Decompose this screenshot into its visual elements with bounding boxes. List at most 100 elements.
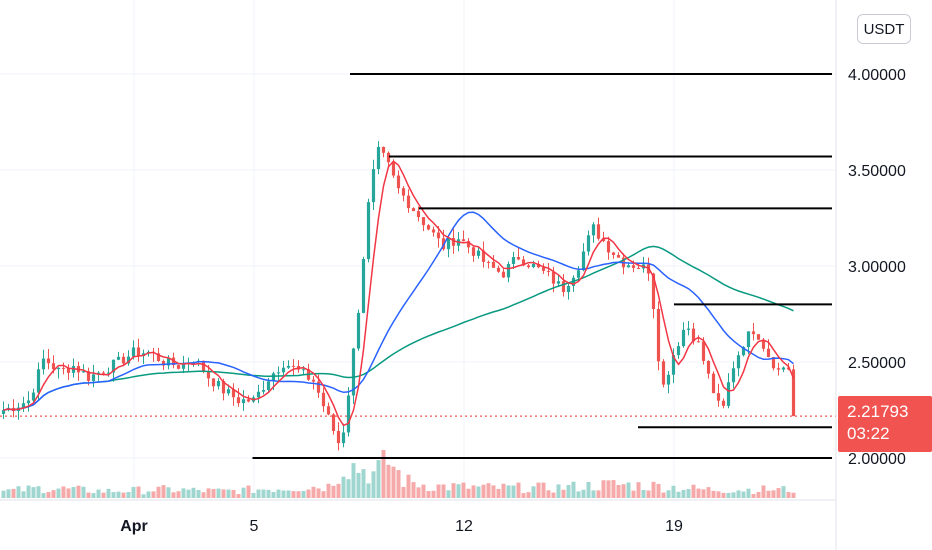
volume-bar (531, 486, 536, 498)
volume-bar (556, 484, 561, 498)
volume-bar (516, 482, 521, 498)
price-tick-label: 3.50000 (848, 163, 906, 180)
volume-bar (611, 480, 616, 498)
volume-bar (6, 489, 11, 498)
candle-body (386, 152, 391, 163)
candle-body (511, 257, 516, 264)
candle-body (566, 285, 571, 293)
volume-bar (471, 485, 476, 498)
candle-body (246, 399, 251, 402)
candle-body (791, 369, 796, 417)
volume-bar (236, 494, 241, 498)
volume-bar (711, 490, 716, 498)
candle-body (126, 356, 131, 364)
candle-body (86, 371, 91, 381)
volume-bar (66, 488, 71, 498)
volume-bar (266, 489, 271, 498)
bar-countdown: 03:22 (847, 424, 890, 443)
volume-bar (776, 488, 781, 498)
candle-body (281, 367, 286, 373)
volume-bar (96, 489, 101, 498)
volume-bar (366, 483, 371, 498)
volume-bar (186, 489, 191, 498)
volume-bar (396, 470, 401, 498)
volume-bar (56, 488, 61, 498)
candle-body (531, 263, 536, 268)
horizontal-levels[interactable] (252, 73, 833, 459)
volume-bar (381, 450, 386, 498)
volume-bar (466, 488, 471, 498)
candle-body (201, 360, 206, 373)
candle-body (396, 175, 401, 189)
candle-body (666, 374, 671, 385)
volume-bar (486, 483, 491, 498)
candle-body (116, 356, 121, 360)
volume-bar (401, 486, 406, 498)
candle-body (751, 331, 756, 335)
candle-body (471, 247, 476, 256)
candle-body (411, 208, 416, 212)
candle-body (736, 355, 741, 369)
volume-bar (346, 479, 351, 498)
volume-bar (446, 490, 451, 498)
candle-body (546, 270, 551, 272)
volume-bar (131, 486, 136, 498)
candle-body (501, 271, 506, 278)
ma-slow-line (3, 245, 794, 411)
volume-bar (61, 486, 66, 498)
candle-body (436, 232, 441, 239)
currency-button[interactable]: USDT (857, 14, 911, 44)
candle-body (616, 254, 621, 258)
volume-bar (196, 489, 201, 498)
time-tick-label: 19 (665, 518, 683, 535)
candle-body (351, 348, 356, 396)
candle-body (356, 312, 361, 349)
candle-body (486, 261, 491, 263)
candle-body (311, 379, 316, 382)
candle-body (391, 162, 396, 176)
candle-body (301, 369, 306, 371)
volume-bar (141, 494, 146, 498)
time-axis[interactable]: Apr 5 12 19 (120, 518, 683, 535)
volume-bar (576, 491, 581, 498)
volume-bar (376, 460, 381, 498)
volume-bar (106, 488, 111, 498)
volume-bar (311, 486, 316, 498)
last-price-value: 2.21793 (847, 402, 909, 421)
volume-bar (451, 483, 456, 498)
volume-bar (476, 486, 481, 498)
time-tick-label: 12 (455, 518, 473, 535)
volume-bar (586, 481, 591, 498)
candle-body (601, 238, 606, 242)
candle-body (236, 397, 241, 404)
candle-body (786, 367, 791, 370)
candle-body (46, 358, 51, 364)
candle-body (91, 374, 96, 381)
candle-body (431, 229, 436, 233)
candle-body (426, 225, 431, 230)
volume-bar (746, 488, 751, 498)
volume-bar (541, 482, 546, 498)
volume-bar (731, 492, 736, 498)
last-price-tag: 2.21793 03:22 (838, 396, 932, 452)
candle-body (376, 147, 381, 170)
volume-bar (261, 489, 266, 498)
price-axis[interactable]: 2.00000 2.50000 3.00000 3.50000 4.00000 (848, 67, 906, 468)
candle-body (631, 265, 636, 268)
candle-body (651, 273, 656, 309)
volume-bar (621, 484, 626, 498)
candle-body (211, 378, 216, 387)
volume-bar (176, 491, 181, 498)
volume-bar (201, 492, 206, 498)
candle-body (636, 267, 641, 269)
volume-bar (591, 490, 596, 498)
volume-bar (481, 484, 486, 498)
candle-body (261, 390, 266, 392)
candle-body (671, 355, 676, 375)
candle-body (406, 195, 411, 209)
candle-body (581, 251, 586, 271)
candle-body (726, 382, 731, 406)
candle-body (721, 400, 726, 406)
candle-body (611, 252, 616, 255)
